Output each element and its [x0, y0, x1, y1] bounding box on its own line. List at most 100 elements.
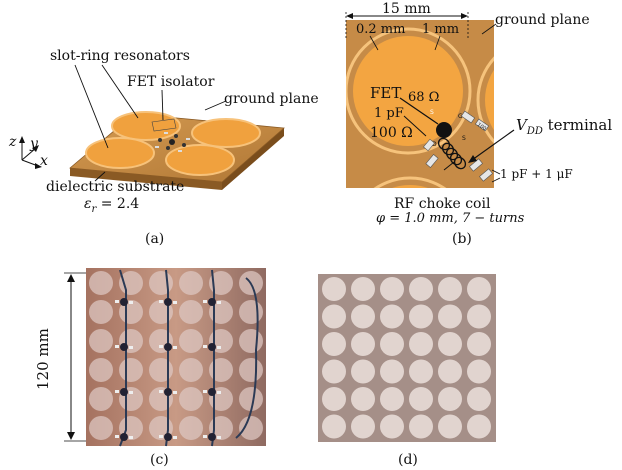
resonator-disk — [149, 358, 173, 382]
dielectric-leader — [94, 171, 106, 182]
resonator-disk — [239, 358, 263, 382]
fet-chip — [208, 388, 216, 396]
resonator-disk — [239, 416, 263, 440]
chip-component — [115, 390, 119, 393]
axis-z-label: z — [8, 134, 17, 150]
permittivity-label: εr = 2.4 — [84, 196, 139, 215]
chip-component — [115, 300, 119, 303]
slot-ring-resonator-back-left — [111, 111, 181, 141]
resonator-disk — [467, 387, 491, 411]
main-resonator-disk — [353, 36, 463, 146]
fet-isolator-highlight-box — [151, 118, 177, 132]
fet-isolator-label: FET isolator — [127, 74, 215, 90]
panel-b-caption: (b) — [452, 231, 472, 247]
chip-component — [203, 300, 207, 303]
resonator-disk — [89, 300, 113, 324]
resonator-disk — [119, 358, 143, 382]
neighbor-disk-bottom — [392, 185, 428, 188]
resonator-disk — [467, 277, 491, 301]
resonator-disk — [179, 387, 203, 411]
resonator-disk — [438, 277, 462, 301]
dimension-15mm-label: 15 mm — [382, 1, 431, 17]
rf-choke-coil-label: RF choke coil — [394, 196, 491, 212]
resonator-disk — [467, 359, 491, 384]
slot-ring-leader-1 — [74, 64, 109, 149]
resonator-disk — [322, 414, 346, 439]
fet-chip — [164, 433, 172, 441]
chip-component — [173, 436, 177, 439]
res-100-label: 100 Ω — [370, 125, 413, 141]
resonator-disk — [409, 332, 433, 356]
chip-component — [217, 391, 221, 394]
chip-component — [203, 390, 207, 393]
resonator-disk — [179, 300, 203, 324]
resonator-disk — [89, 387, 113, 411]
resonator-disk — [380, 332, 404, 356]
resonator-grid-d — [322, 277, 491, 439]
chip-component — [173, 301, 177, 304]
resonator-disk — [409, 414, 433, 439]
resonator-disk — [380, 414, 404, 439]
main-slot-ring — [346, 27, 472, 155]
fet-chip — [120, 298, 128, 306]
resonator-disk — [409, 359, 433, 384]
resonator-disk — [438, 387, 462, 411]
substrate-front-face — [70, 168, 222, 190]
fet-chip — [120, 343, 128, 351]
chip-component — [129, 301, 133, 304]
chip-component — [217, 436, 221, 439]
resonator-disk — [322, 359, 346, 384]
resonator-disk — [179, 358, 203, 382]
svg-text:S: S — [430, 109, 434, 116]
resonator-disk — [209, 271, 233, 295]
substrate-right-face — [222, 128, 284, 190]
fet-chip-clusters — [115, 298, 221, 441]
resonator-disk — [179, 416, 203, 440]
dimension-slot-label: 0.2 mm — [356, 22, 405, 37]
prototype-photo-back — [86, 268, 266, 446]
resonator-disk — [467, 332, 491, 356]
resonator-disk — [351, 387, 375, 411]
resonator-disk — [409, 304, 433, 329]
resonator-disk — [89, 271, 113, 295]
slot-ring-resonator-front-left — [85, 137, 155, 169]
chip-component — [159, 435, 163, 438]
ground-plane-label-b: ground plane — [495, 12, 590, 28]
slot-ring-resonators-label: slot-ring resonators — [50, 48, 190, 64]
resonator-disk — [380, 387, 404, 411]
slot-ring-resonator-front-right — [165, 144, 235, 176]
resonator-disk — [438, 332, 462, 356]
resonator-disk — [89, 358, 113, 382]
chip-component — [173, 391, 177, 394]
fet-chip — [208, 343, 216, 351]
resonator-disk — [351, 304, 375, 329]
resonator-disk — [179, 271, 203, 295]
resonator-disk — [351, 332, 375, 356]
resonator-disk — [351, 277, 375, 301]
fet-chip — [120, 388, 128, 396]
chip-capacitor — [423, 138, 435, 152]
chip-component — [217, 301, 221, 304]
resonator-disk — [467, 304, 491, 329]
vdd-terminal-label: VDD terminal — [516, 116, 612, 137]
panel-c: 120 mm (c) — [34, 268, 266, 468]
fet-isolator-cluster — [155, 132, 190, 152]
chip-component — [173, 346, 177, 349]
fet-leader — [399, 97, 439, 125]
chip-68ohm — [460, 110, 476, 124]
resonator-disk — [89, 329, 113, 353]
resonator-disk — [322, 304, 346, 329]
resonator-disk — [409, 387, 433, 411]
fet-chip — [164, 343, 172, 351]
svg-text:S: S — [462, 135, 466, 142]
chip-component — [159, 300, 163, 303]
panel-d: (d) — [318, 274, 496, 468]
resonator-disk — [239, 387, 263, 411]
resonator-disk — [209, 358, 233, 382]
fet-label: FET — [370, 84, 401, 102]
axis-triad — [19, 136, 42, 169]
resonator-disk — [467, 414, 491, 439]
chip-component — [203, 435, 207, 438]
resonator-disk — [380, 359, 404, 384]
resonator-disk — [89, 416, 113, 440]
